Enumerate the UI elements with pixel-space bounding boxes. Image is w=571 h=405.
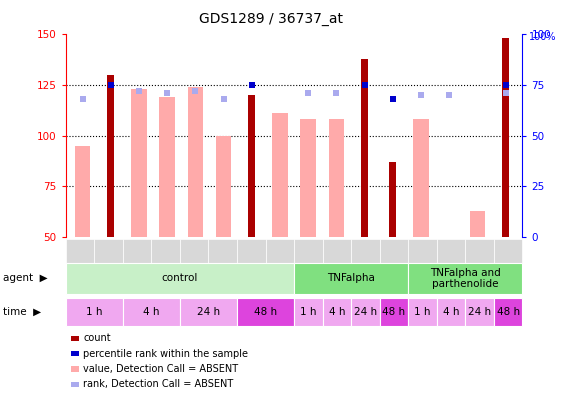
- Text: 48 h: 48 h: [497, 307, 520, 317]
- Text: rank, Detection Call = ABSENT: rank, Detection Call = ABSENT: [83, 379, 234, 389]
- Text: 4 h: 4 h: [143, 307, 159, 317]
- Bar: [361, 59, 368, 237]
- Text: count: count: [83, 333, 111, 343]
- Bar: [502, 38, 509, 237]
- Text: TNFalpha and
parthenolide: TNFalpha and parthenolide: [430, 268, 501, 289]
- Text: TNFalpha: TNFalpha: [327, 273, 375, 283]
- Bar: [75, 146, 90, 237]
- Text: 4 h: 4 h: [443, 307, 459, 317]
- Bar: [328, 119, 344, 237]
- Text: control: control: [162, 273, 198, 283]
- Bar: [159, 97, 175, 237]
- Bar: [389, 162, 396, 237]
- Text: 1 h: 1 h: [86, 307, 102, 317]
- Bar: [216, 136, 231, 237]
- Text: 24 h: 24 h: [468, 307, 491, 317]
- Bar: [131, 89, 147, 237]
- Text: percentile rank within the sample: percentile rank within the sample: [83, 349, 248, 358]
- Text: 100%: 100%: [529, 32, 557, 42]
- Bar: [107, 75, 114, 237]
- Text: agent  ▶: agent ▶: [3, 273, 47, 283]
- Text: GDS1289 / 36737_at: GDS1289 / 36737_at: [199, 12, 343, 26]
- Bar: [272, 113, 288, 237]
- Text: 4 h: 4 h: [329, 307, 345, 317]
- Text: 48 h: 48 h: [383, 307, 405, 317]
- Text: 1 h: 1 h: [300, 307, 316, 317]
- Text: 24 h: 24 h: [354, 307, 377, 317]
- Text: time  ▶: time ▶: [3, 307, 41, 317]
- Bar: [188, 87, 203, 237]
- Text: 1 h: 1 h: [415, 307, 431, 317]
- Bar: [248, 95, 255, 237]
- Text: 48 h: 48 h: [254, 307, 277, 317]
- Bar: [300, 119, 316, 237]
- Text: value, Detection Call = ABSENT: value, Detection Call = ABSENT: [83, 364, 239, 374]
- Text: 24 h: 24 h: [197, 307, 220, 317]
- Bar: [413, 119, 429, 237]
- Bar: [469, 211, 485, 237]
